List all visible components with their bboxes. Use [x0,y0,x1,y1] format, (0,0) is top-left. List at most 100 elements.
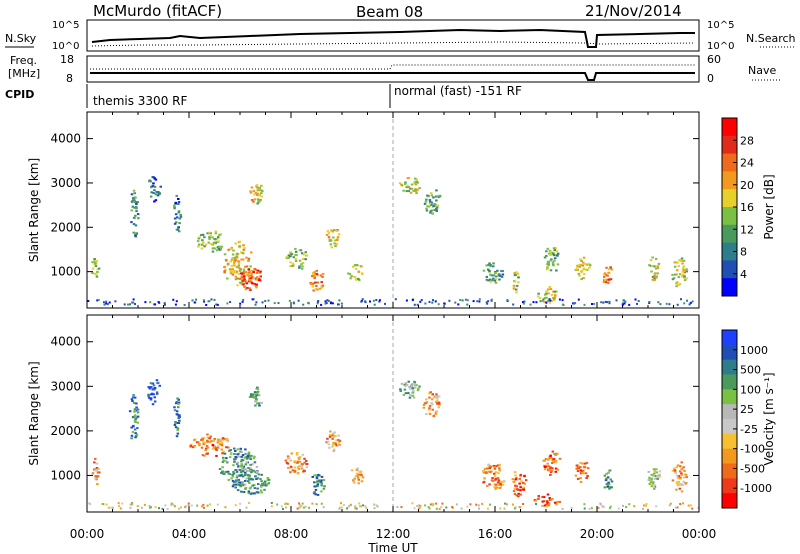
data-cell [226,440,230,443]
data-cell [300,252,304,255]
freq-unit-label: [MHz] [8,67,40,80]
data-cell [493,279,497,282]
data-cell [607,481,610,484]
data-cell [485,275,489,278]
data-cell [415,384,418,387]
data-cell [600,301,603,304]
data-cell [537,495,540,497]
data-cell [443,302,446,305]
data-cell [299,506,302,509]
data-cell [689,504,692,507]
data-cell [226,262,230,265]
data-cell [152,384,156,387]
data-cell [143,503,146,506]
data-cell [682,269,685,271]
data-cell [543,464,546,467]
data-cell [549,299,552,302]
data-cell [245,452,249,455]
x-tick-label: 08:00 [274,527,309,541]
data-cell [303,457,306,460]
data-cell [466,303,469,306]
data-cell [136,408,140,411]
data-cell [201,243,204,246]
data-cell [551,450,555,453]
data-cell [97,298,100,301]
data-cell [259,189,263,192]
data-patch [284,452,309,475]
data-cell [501,270,504,273]
data-cell [320,281,323,284]
data-cell [549,254,552,257]
colorbar-tick-label: 500 [740,364,761,377]
data-cell [134,414,137,417]
data-cell [357,478,361,481]
data-cell [136,201,139,204]
data-cell [543,256,547,259]
data-cell [237,455,241,458]
freq-panel: Freq. [MHz] 18 8 60 0 Nave [8,53,782,85]
data-cell [637,300,640,302]
data-cell [149,382,153,385]
data-cell [209,234,212,237]
data-cell [360,480,364,483]
data-cell [603,278,607,281]
data-cell [123,303,126,306]
colorbar-segment [722,433,737,450]
data-cell [436,206,439,209]
data-cell [487,279,490,282]
y-tick-label: 1000 [50,265,81,279]
data-cell [250,469,253,471]
data-cell [133,199,136,202]
data-cell [257,199,260,202]
data-cell [605,477,608,480]
data-cell [581,472,584,474]
data-cell [650,478,653,481]
data-cell [273,302,276,305]
data-cell [497,274,501,277]
data-patch [398,176,421,195]
data-cell [329,430,332,433]
data-cell [154,193,158,196]
data-cell [254,391,257,394]
data-cell [289,261,292,264]
data-cell [234,469,237,471]
data-cell [335,444,338,447]
data-cell [455,503,458,506]
data-cell [240,460,243,463]
data-cell [108,506,111,509]
data-cell [369,300,371,303]
colorbar-tick-label: 12 [740,223,754,236]
data-cell [582,267,586,270]
data-cell [210,440,213,442]
data-cell [549,288,553,290]
data-cell [340,502,342,505]
cpid-strip: CPID themis 3300 RF normal (fast) -151 R… [5,84,522,108]
data-cell [544,458,548,460]
data-cell [435,400,439,403]
data-cell [682,502,685,505]
data-cell [501,483,505,486]
data-cell [544,504,547,507]
freq-label: Freq. [10,54,37,67]
data-cell [431,212,434,215]
data-cell [498,487,501,489]
data-cell [425,207,428,210]
data-cell [358,502,361,505]
data-cell [603,474,607,477]
data-cell [605,278,608,281]
data-cell [227,446,230,449]
data-cell [624,300,627,303]
data-cell [152,182,155,185]
data-cell [466,299,469,302]
data-cell [405,299,408,302]
y-tick-label: 3000 [50,379,81,393]
data-cell [416,303,419,306]
data-cell [255,478,258,480]
data-cell [233,261,236,264]
data-cell [545,250,548,253]
data-cell [313,275,316,278]
data-cell [604,273,608,276]
data-cell [683,276,686,279]
data-cell [208,440,212,443]
data-cell [300,465,303,468]
